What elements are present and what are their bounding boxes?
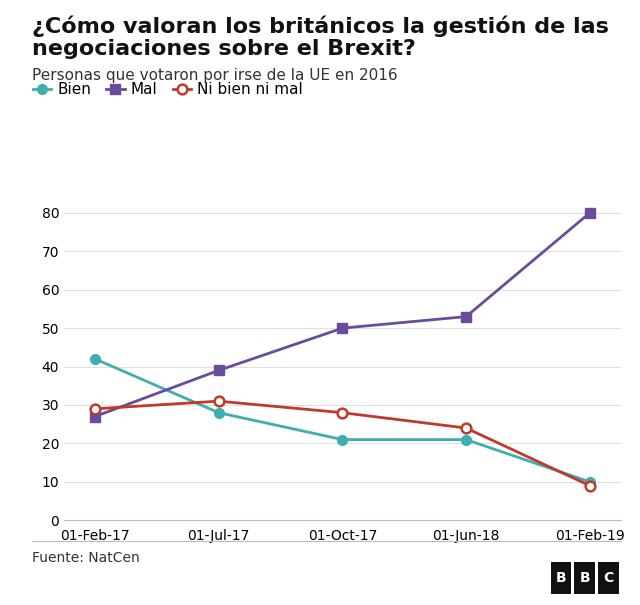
Text: ¿Cómo valoran los británicos la gestión de las: ¿Cómo valoran los británicos la gestión … <box>32 15 609 37</box>
FancyBboxPatch shape <box>575 563 595 594</box>
Text: Personas que votaron por irse de la UE en 2016: Personas que votaron por irse de la UE e… <box>32 68 397 83</box>
Text: B: B <box>579 571 590 585</box>
Text: Fuente: NatCen: Fuente: NatCen <box>32 551 140 564</box>
Text: negociaciones sobre el Brexit?: negociaciones sobre el Brexit? <box>32 39 416 59</box>
Text: C: C <box>603 571 613 585</box>
FancyBboxPatch shape <box>551 563 572 594</box>
Legend: Bien, Mal, Ni bien ni mal: Bien, Mal, Ni bien ni mal <box>33 82 303 97</box>
Text: B: B <box>556 571 566 585</box>
FancyBboxPatch shape <box>598 563 619 594</box>
